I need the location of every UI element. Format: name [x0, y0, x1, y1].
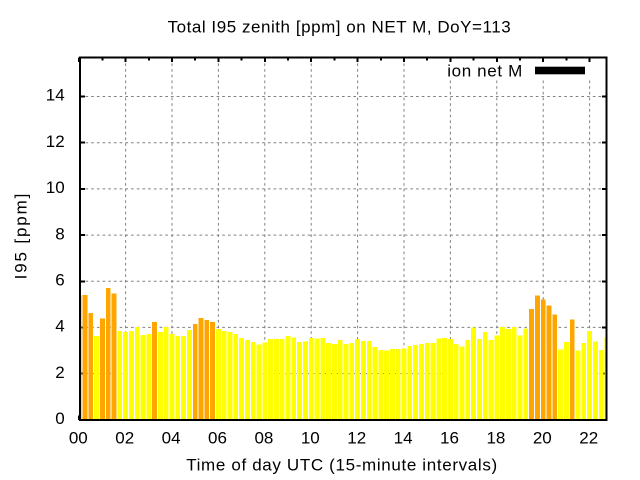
svg-text:12: 12: [46, 132, 65, 151]
svg-text:02: 02: [115, 428, 134, 447]
svg-text:8: 8: [55, 224, 64, 243]
svg-text:22: 22: [579, 428, 598, 447]
svg-text:0: 0: [55, 409, 64, 428]
svg-text:00: 00: [69, 428, 88, 447]
svg-text:10: 10: [46, 178, 65, 197]
svg-text:I95 [ppm]: I95 [ppm]: [12, 192, 31, 280]
svg-text:20: 20: [533, 428, 552, 447]
svg-text:14: 14: [46, 86, 65, 105]
svg-text:16: 16: [440, 428, 459, 447]
svg-text:Total I95 zenith [ppm] on NET: Total I95 zenith [ppm] on NET M, DoY=113: [168, 18, 512, 37]
svg-text:14: 14: [394, 428, 413, 447]
svg-text:ion net M: ion net M: [447, 62, 523, 81]
svg-text:6: 6: [55, 271, 64, 290]
svg-text:08: 08: [254, 428, 273, 447]
svg-text:Time of day UTC (15-minute int: Time of day UTC (15-minute intervals): [186, 456, 498, 475]
svg-text:2: 2: [55, 363, 64, 382]
svg-text:10: 10: [301, 428, 320, 447]
svg-text:04: 04: [162, 428, 181, 447]
svg-text:12: 12: [347, 428, 366, 447]
svg-text:18: 18: [486, 428, 505, 447]
svg-text:06: 06: [208, 428, 227, 447]
svg-text:4: 4: [55, 317, 64, 336]
